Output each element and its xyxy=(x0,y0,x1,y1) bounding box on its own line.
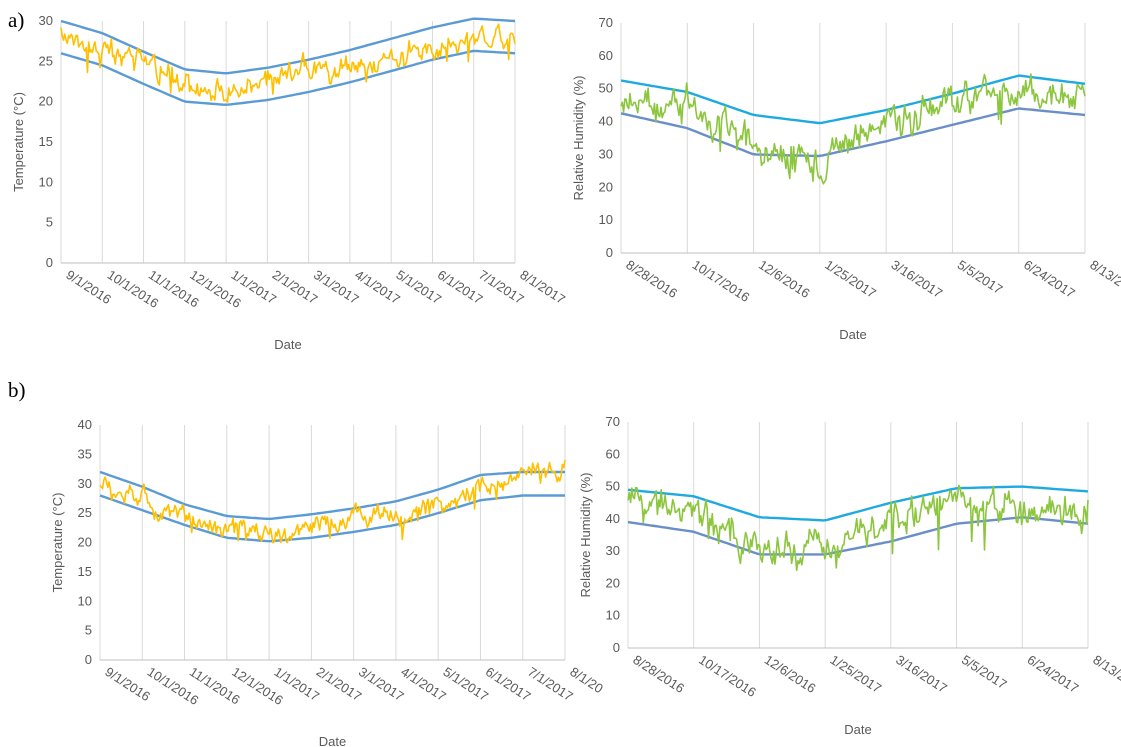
series-line-lower xyxy=(60,49,516,106)
x-axis-title: Date xyxy=(274,337,301,352)
y-tick-label: 5 xyxy=(46,215,53,230)
x-tick-label: 7/1/2017 xyxy=(476,267,527,307)
y-tick-label: 10 xyxy=(78,593,92,608)
series-line-measured xyxy=(627,484,1089,572)
y-tick-label: 30 xyxy=(39,13,53,28)
series-line-measured xyxy=(60,23,516,103)
x-tick-label: 4/1/2017 xyxy=(398,664,449,704)
y-tick-label: 60 xyxy=(599,48,613,63)
y-tick-label: 20 xyxy=(39,94,53,109)
panel-label-b: b) xyxy=(8,378,26,402)
y-axis-title: Relative Humidity (%) xyxy=(571,76,586,201)
series-line-measured xyxy=(620,73,1086,185)
y-tick-label: 30 xyxy=(78,476,92,491)
y-tick-label: 50 xyxy=(606,479,620,494)
y-tick-label: 70 xyxy=(606,414,620,429)
x-tick-label: 6/24/2017 xyxy=(1021,257,1078,301)
y-tick-label: 70 xyxy=(599,15,613,30)
y-tick-label: 50 xyxy=(599,81,613,96)
x-tick-label: 3/16/2017 xyxy=(889,257,946,301)
y-tick-label: 10 xyxy=(39,174,53,189)
y-tick-label: 15 xyxy=(78,564,92,579)
x-tick-label: 5/1/2017 xyxy=(441,664,492,704)
x-tick-label: 5/5/2017 xyxy=(959,652,1010,692)
x-tick-label: 12/6/2016 xyxy=(762,652,819,696)
x-tick-label: 6/1/2017 xyxy=(483,664,534,704)
series-line-upper xyxy=(620,74,1086,125)
y-tick-label: 5 xyxy=(85,623,92,638)
y-tick-label: 10 xyxy=(606,608,620,623)
x-tick-label: 3/1/2017 xyxy=(356,664,407,704)
y-tick-label: 10 xyxy=(599,212,613,227)
x-tick-label: 10/17/2016 xyxy=(690,257,753,305)
y-tick-label: 40 xyxy=(599,114,613,129)
humidity-chart-a: 0 10 20 30 40 50 60 70 8/28/2016 10/17/2016 12/6/2… xyxy=(571,15,1121,342)
series-line-lower xyxy=(99,494,565,543)
y-tick-label: 60 xyxy=(606,446,620,461)
x-axis-title: Date xyxy=(844,722,871,737)
x-tick-label: 6/1/2017 xyxy=(435,267,486,307)
y-axis-title: Temperature (°C) xyxy=(50,493,65,593)
x-tick-label: 2/1/2017 xyxy=(270,267,321,307)
y-tick-label: 40 xyxy=(78,417,92,432)
x-axis-title: Date xyxy=(319,734,346,747)
panel-label-a: a) xyxy=(8,8,25,32)
x-tick-label: 3/1/2017 xyxy=(311,267,362,307)
x-tick-label: 4/1/2017 xyxy=(352,267,403,307)
x-tick-label: 1/25/2017 xyxy=(828,652,885,696)
y-tick-label: 35 xyxy=(78,446,92,461)
series-line-upper xyxy=(99,470,565,521)
x-tick-label: 12/6/2016 xyxy=(756,257,813,301)
x-tick-label: 9/1/2016 xyxy=(63,267,114,307)
x-tick-label: 5/1/2017 xyxy=(394,267,445,307)
y-tick-label: 30 xyxy=(606,543,620,558)
x-axis-title: Date xyxy=(839,327,866,342)
y-tick-label: 25 xyxy=(78,505,92,520)
x-tick-label: 8/28/2016 xyxy=(630,652,687,696)
y-tick-label: 15 xyxy=(39,134,53,149)
y-tick-label: 0 xyxy=(606,245,613,260)
series-line-measured xyxy=(99,459,566,544)
y-tick-label: 0 xyxy=(85,652,92,667)
y-tick-label: 20 xyxy=(606,575,620,590)
x-tick-label: 2/1/2017 xyxy=(314,664,365,704)
y-axis-title: Relative Humidity (%) xyxy=(578,473,593,598)
y-axis-title: Temperature (°C) xyxy=(11,92,26,192)
x-tick-label: 10/17/2016 xyxy=(696,652,759,700)
x-tick-label: 3/16/2017 xyxy=(893,652,950,696)
temperature-chart-b: 05101520253035409/1/201610/1/201611/1/20… xyxy=(50,417,606,747)
series-line-upper xyxy=(60,17,516,75)
series-line-upper xyxy=(627,485,1089,522)
humidity-chart-b: 0 10 20 30 40 50 60 70 8/28/2016 10/17/2016 12/6/2… xyxy=(578,414,1121,737)
x-tick-label: 1/25/2017 xyxy=(822,257,879,301)
y-tick-label: 0 xyxy=(613,640,620,655)
x-tick-label: 6/24/2017 xyxy=(1025,652,1082,696)
y-tick-label: 40 xyxy=(606,511,620,526)
x-tick-label: 8/13/2017 xyxy=(1087,257,1121,301)
temperature-chart-a: 0510152025309/1/201610/1/201611/1/201612… xyxy=(11,13,568,352)
x-tick-label: 8/13/2017 xyxy=(1090,652,1121,696)
series-line-lower xyxy=(627,516,1089,556)
y-tick-label: 30 xyxy=(599,146,613,161)
x-tick-label: 8/28/2016 xyxy=(623,257,680,301)
x-tick-label: 9/1/2016 xyxy=(102,664,153,704)
y-tick-label: 0 xyxy=(46,255,53,270)
y-tick-label: 20 xyxy=(78,535,92,550)
y-tick-label: 20 xyxy=(599,179,613,194)
x-tick-label: 5/5/2017 xyxy=(955,257,1006,297)
y-tick-label: 25 xyxy=(39,53,53,68)
